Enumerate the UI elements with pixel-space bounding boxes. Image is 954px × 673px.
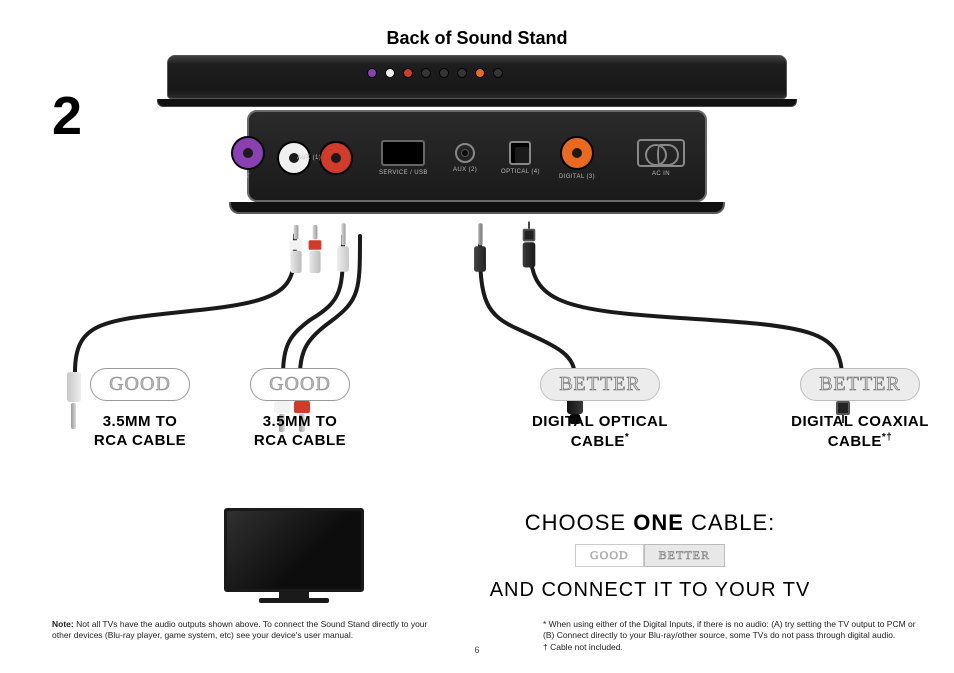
cable2-label: GOOD 3.5MM TORCA CABLE	[220, 368, 380, 451]
back-port: SERVICE / USB	[379, 140, 428, 176]
tv-illustration	[224, 508, 364, 606]
top-port	[385, 68, 395, 78]
back-port: OPTICAL (4)	[501, 141, 540, 175]
cable3-label: BETTER DIGITAL OPTICALCABLE*	[520, 368, 680, 452]
choose-post: CABLE:	[684, 510, 775, 535]
back-port: AC IN	[637, 139, 685, 177]
top-port	[493, 68, 503, 78]
legend-good: GOOD	[575, 544, 644, 567]
top-port	[475, 68, 485, 78]
back-port: T	[231, 136, 265, 180]
choose-line2: AND CONNECT IT TO YOUR TV	[380, 579, 920, 602]
back-port	[319, 141, 353, 175]
choose-cable-callout: CHOOSE ONE CABLE: GOOD BETTER AND CONNEC…	[380, 510, 920, 602]
top-port	[403, 68, 413, 78]
cable3-plug-in	[472, 219, 488, 276]
cable1-plug-in	[288, 219, 323, 279]
cable4-name: DIGITAL COAXIALCABLE*†	[780, 413, 940, 452]
device-back-panel: TAUX (1)SERVICE / USBAUX (2)OPTICAL (4)D…	[247, 110, 707, 230]
cable2-quality-pill: GOOD	[250, 368, 350, 401]
cable4-label: BETTER DIGITAL COAXIALCABLE*†	[780, 368, 940, 452]
cable2-plug-in	[335, 219, 351, 276]
top-port	[367, 68, 377, 78]
top-port	[421, 68, 431, 78]
cable2-name: 3.5MM TORCA CABLE	[220, 413, 380, 451]
cable3-name: DIGITAL OPTICALCABLE*	[520, 413, 680, 452]
cable3-quality-pill: BETTER	[540, 368, 660, 401]
page-title: Back of Sound Stand	[0, 28, 954, 49]
back-port: AUX (1)	[297, 155, 321, 161]
cable1-label: GOOD 3.5MM TORCA CABLE	[60, 368, 220, 451]
step-number: 2	[52, 85, 82, 147]
choose-pre: CHOOSE	[525, 510, 633, 535]
back-port: DIGITAL (3)	[559, 136, 595, 180]
choose-bold: ONE	[633, 510, 684, 535]
back-port: AUX (2)	[453, 143, 477, 173]
cable1-name: 3.5MM TORCA CABLE	[60, 413, 220, 451]
cable1-quality-pill: GOOD	[90, 368, 190, 401]
legend-better: BETTER	[644, 544, 725, 567]
page-number: 6	[0, 645, 954, 655]
cable4-plug-in	[520, 219, 538, 270]
top-port	[457, 68, 467, 78]
top-port	[439, 68, 449, 78]
cable4-quality-pill: BETTER	[800, 368, 920, 401]
